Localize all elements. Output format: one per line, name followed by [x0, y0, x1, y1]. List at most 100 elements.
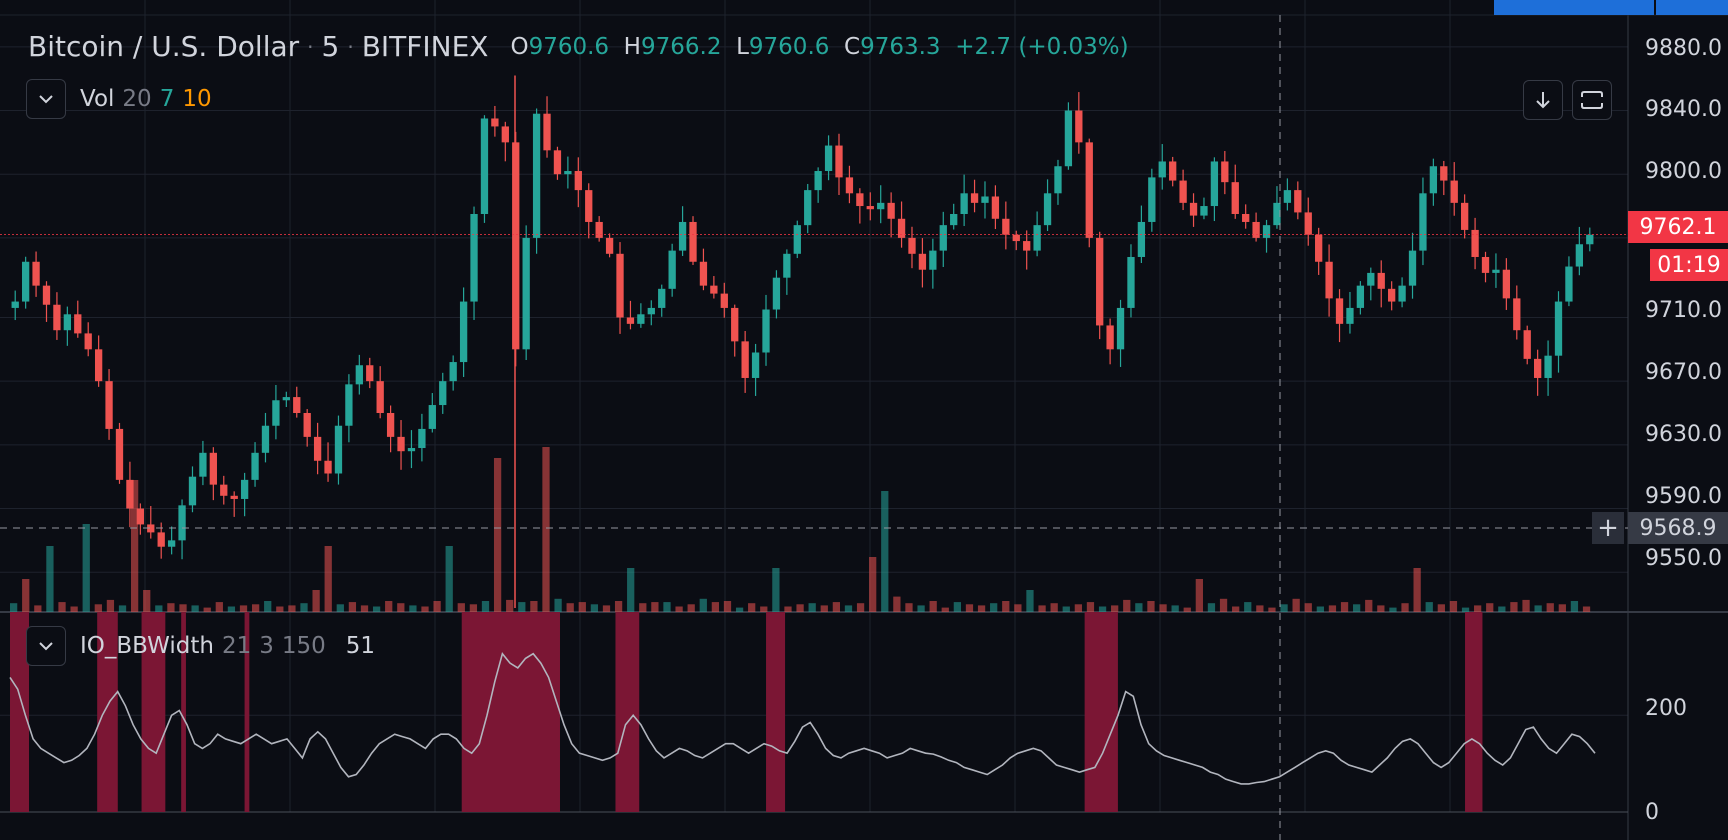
- volume-bar: [1062, 606, 1070, 612]
- volume-bar: [1304, 603, 1312, 612]
- candle-body: [553, 150, 562, 175]
- candle-body: [1127, 256, 1135, 308]
- candle-body: [1304, 212, 1312, 235]
- candle-body: [689, 221, 697, 262]
- volume-indicator-name[interactable]: Vol: [80, 86, 115, 112]
- volume-bar: [748, 603, 756, 612]
- candle-body: [136, 508, 144, 525]
- volume-bar: [1377, 605, 1385, 612]
- interval-label[interactable]: 5: [321, 30, 340, 63]
- volume-bar: [735, 607, 744, 612]
- candle-body: [1252, 221, 1260, 238]
- volume-bar: [869, 557, 877, 612]
- candle-body: [439, 381, 447, 406]
- volume-bar: [578, 602, 586, 612]
- volume-bar: [1582, 606, 1591, 612]
- volume-bar: [1256, 605, 1264, 612]
- arrow-down-icon: [1536, 92, 1550, 109]
- volume-bar: [276, 606, 284, 612]
- candle-body: [240, 479, 249, 499]
- candle-body: [1085, 142, 1093, 238]
- candle-body: [313, 436, 322, 461]
- volume-bar: [1098, 606, 1107, 612]
- chevron-down-icon: [39, 642, 53, 651]
- volume-bar: [663, 602, 671, 612]
- download-button[interactable]: [1523, 80, 1563, 120]
- chevron-down-icon: [39, 95, 53, 104]
- volume-bar: [1183, 607, 1191, 612]
- candle-body: [449, 362, 457, 382]
- volume-bar: [1389, 607, 1397, 612]
- candle-body: [428, 405, 436, 429]
- volume-bar: [1510, 602, 1518, 612]
- candle-body: [981, 196, 989, 203]
- current-price-tag: 9762.1: [1628, 211, 1728, 243]
- volume-bar: [1486, 603, 1494, 612]
- volume-bar: [941, 607, 949, 612]
- candle-body: [251, 452, 259, 480]
- volume-bar: [1111, 605, 1119, 612]
- symbol-name[interactable]: Bitcoin / U.S. Dollar: [28, 30, 300, 63]
- volume-bar: [1449, 601, 1458, 612]
- candle-body: [366, 365, 374, 382]
- price-axis-label: 9840.0: [1645, 97, 1722, 122]
- volume-bar: [1425, 602, 1433, 612]
- volume-bar: [808, 603, 816, 612]
- candle-body: [42, 285, 51, 305]
- candle-body: [334, 425, 343, 474]
- candle-body: [585, 190, 593, 222]
- volume-bar: [506, 599, 514, 612]
- candle-body: [1502, 269, 1511, 299]
- candle-body: [105, 381, 113, 429]
- volatility-highlight-band: [1084, 612, 1118, 812]
- volume-bar: [1280, 604, 1288, 612]
- volume-bar: [699, 598, 707, 612]
- volume-bar: [905, 603, 913, 612]
- bbwidth-param-3: 150: [281, 633, 326, 659]
- price-axis-label: 9590.0: [1645, 484, 1722, 509]
- candle-body: [595, 221, 603, 238]
- candle-body: [199, 452, 207, 477]
- volatility-highlight-band: [97, 612, 118, 812]
- volume-bar: [820, 605, 828, 612]
- volume-bar: [457, 603, 465, 612]
- open-value: 9760.6: [528, 33, 610, 60]
- candle-body: [178, 505, 186, 541]
- candle-body: [1325, 261, 1333, 299]
- collapse-button[interactable]: [26, 626, 66, 666]
- volume-bar: [566, 603, 574, 612]
- volume-bar: [844, 605, 853, 612]
- volume-bar: [1244, 602, 1252, 612]
- volume-bar: [1558, 604, 1566, 612]
- candle-body: [1033, 225, 1041, 251]
- candle-body: [1189, 202, 1198, 216]
- fullscreen-button[interactable]: [1572, 80, 1612, 120]
- candle-body: [856, 193, 864, 207]
- candle-body: [626, 317, 635, 324]
- volume-bar: [784, 606, 792, 612]
- volume-bar: [917, 605, 925, 612]
- candle-body: [658, 288, 666, 308]
- volume-bar: [58, 602, 66, 612]
- close-key: C: [844, 33, 861, 60]
- volume-bar: [1534, 605, 1542, 612]
- candle-body: [991, 196, 1000, 219]
- bbwidth-indicator-name[interactable]: IO_BBWidth: [80, 633, 214, 659]
- volume-bar: [796, 604, 804, 612]
- candle-body: [1106, 325, 1114, 350]
- volume-bar: [324, 546, 332, 612]
- candle-body: [1523, 330, 1531, 359]
- add-crosshair-button[interactable]: +: [1592, 512, 1624, 544]
- candle-body: [1231, 182, 1239, 214]
- candle-body: [1440, 166, 1448, 181]
- collapse-button[interactable]: [26, 79, 66, 119]
- volume-bar: [1570, 601, 1579, 612]
- indicator-axis-label: 0: [1645, 800, 1659, 825]
- price-axis-label: 9800.0: [1645, 159, 1722, 184]
- candle-body: [1408, 250, 1417, 286]
- volume-bar: [1159, 604, 1167, 612]
- candle-body: [303, 413, 311, 437]
- volume-bar: [22, 579, 30, 612]
- volume-bar: [1038, 605, 1046, 612]
